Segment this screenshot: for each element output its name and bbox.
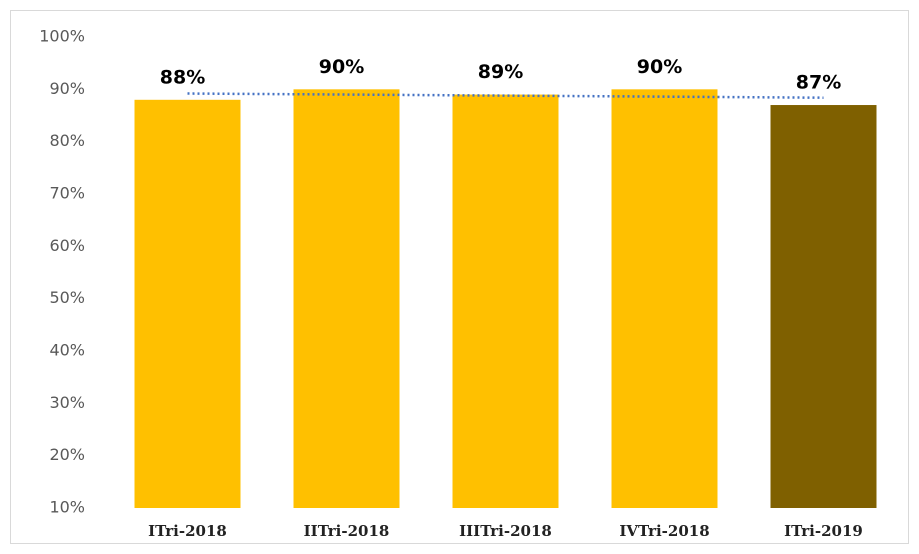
x-tick-label: ITri-2019 bbox=[784, 522, 863, 540]
data-label: 88% bbox=[160, 66, 205, 88]
x-tick-label: IIITri-2018 bbox=[459, 522, 552, 540]
x-tick-label: IVTri-2018 bbox=[619, 522, 709, 540]
trendline bbox=[187, 92, 824, 99]
data-label: 90% bbox=[319, 56, 364, 78]
y-tick-label: 70% bbox=[49, 184, 85, 203]
y-tick-label: 60% bbox=[49, 236, 85, 255]
y-tick-label: 30% bbox=[49, 393, 85, 412]
bar bbox=[134, 99, 241, 509]
y-tick-label: 50% bbox=[49, 288, 85, 307]
data-label: 87% bbox=[796, 72, 841, 94]
bar bbox=[293, 89, 400, 508]
y-tick-label: 40% bbox=[49, 341, 85, 360]
bar bbox=[452, 94, 559, 509]
y-tick-label: 90% bbox=[49, 79, 85, 98]
y-tick-label: 20% bbox=[49, 445, 85, 464]
bar bbox=[611, 89, 718, 508]
y-tick-label: 80% bbox=[49, 131, 85, 150]
y-tick-label: 100% bbox=[39, 27, 85, 46]
x-tick-label: IITri-2018 bbox=[304, 522, 390, 540]
data-label: 89% bbox=[478, 61, 523, 83]
bar bbox=[770, 105, 877, 509]
data-label: 90% bbox=[637, 56, 682, 78]
x-tick-label: ITri-2018 bbox=[148, 522, 227, 540]
y-tick-label: 10% bbox=[49, 498, 85, 517]
